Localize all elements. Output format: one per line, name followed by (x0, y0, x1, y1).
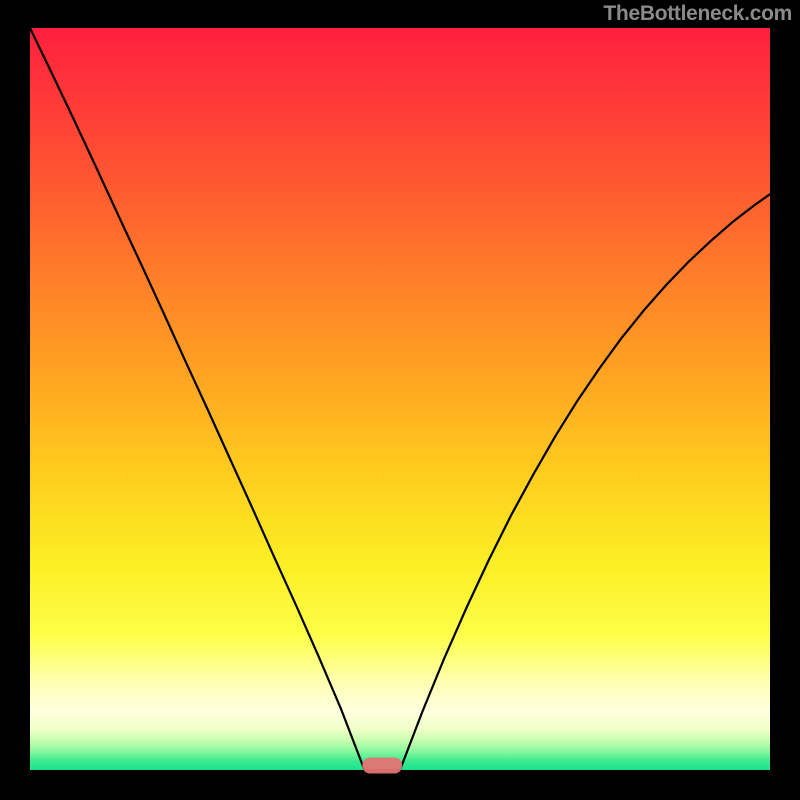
optimal-marker (362, 758, 402, 774)
bottleneck-chart (0, 0, 800, 800)
chart-container: TheBottleneck.com (0, 0, 800, 800)
gradient-background (30, 28, 770, 770)
watermark-text: TheBottleneck.com (603, 2, 792, 26)
